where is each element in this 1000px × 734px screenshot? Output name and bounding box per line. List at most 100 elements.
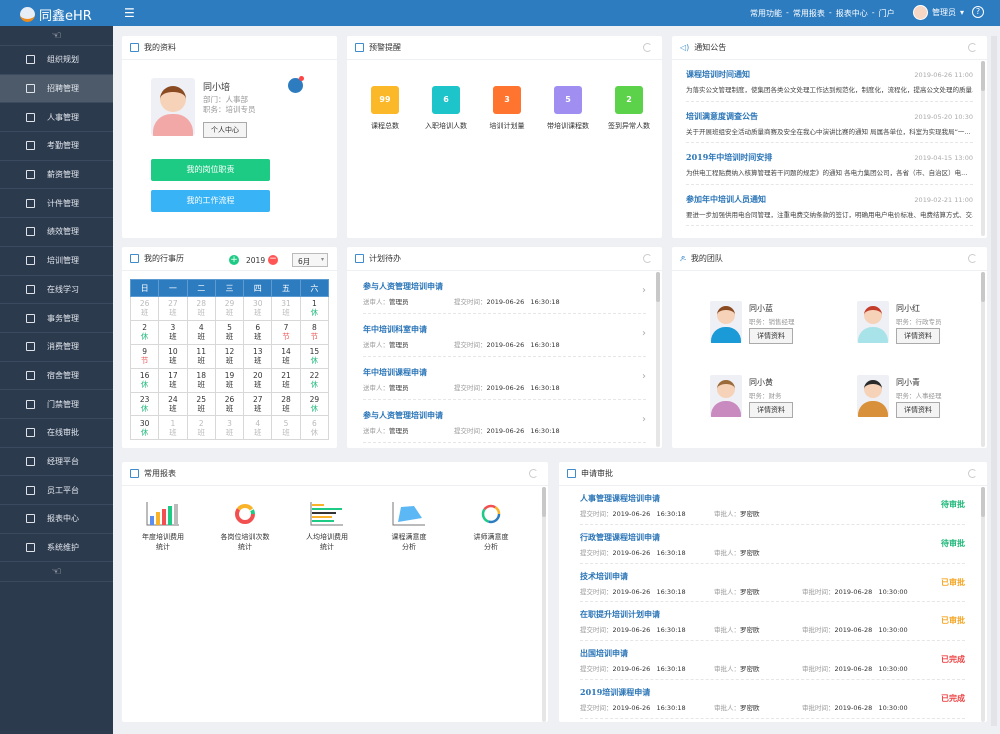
sidebar-item[interactable]: 考勤管理 — [0, 132, 113, 161]
job-duties-button[interactable]: 我的岗位职责 — [151, 159, 270, 181]
approval-item[interactable]: 2019培训课程申请 提交时间：2019-06-26 16:30:18 审批人：罗密… — [580, 680, 965, 719]
approval-title[interactable]: 行政管理课程培训申请 — [580, 531, 660, 542]
scrollbar[interactable] — [542, 487, 546, 722]
todo-item[interactable]: 参与人资管理培训申请 送审人：管理员 提交时间：2019-06-26 16:30:1… — [363, 400, 646, 443]
notice-title[interactable]: 2019年中培训时间安排 — [686, 152, 773, 162]
todo-title[interactable]: 年中培训科室申请 — [363, 324, 427, 334]
calendar-day[interactable]: 27 班 — [243, 391, 273, 417]
refresh-icon[interactable] — [968, 469, 977, 478]
todo-title[interactable]: 年中培训课程申请 — [363, 367, 427, 377]
notice-item[interactable]: 2019年中培训时间安排 2019-04-15 13:00 为供电工程贴费纳入核算管… — [686, 143, 973, 185]
scrollbar[interactable] — [981, 487, 985, 722]
calendar-day[interactable]: 29 班 — [214, 296, 245, 321]
menu-toggle-icon[interactable]: ☰ — [124, 6, 135, 20]
sidebar-item[interactable]: 招聘管理 — [0, 74, 113, 104]
sidebar-item[interactable]: 薪资管理 — [0, 161, 113, 190]
sidebar-item[interactable]: 报表中心 — [0, 505, 113, 534]
month-select[interactable]: 6月 ▾ — [292, 253, 328, 267]
refresh-icon[interactable] — [529, 469, 538, 478]
member-details-button[interactable]: 详情资料 — [749, 328, 793, 344]
approval-item[interactable]: 出国培训申请 提交时间：2019-06-26 16:30:18 审批人：罗密欧 审批时… — [580, 641, 965, 680]
calendar-day[interactable]: 15 休 — [299, 343, 330, 369]
calendar-day[interactable]: 12 班 — [214, 343, 245, 369]
refresh-icon[interactable] — [968, 43, 977, 52]
nav-link[interactable]: 报表中心 — [835, 9, 868, 18]
refresh-icon[interactable] — [643, 43, 652, 52]
approval-title[interactable]: 技术培训申请 — [580, 570, 628, 581]
alert-item[interactable]: 3 培训计划量 — [479, 86, 535, 131]
notice-title[interactable]: 课程培训时间通知 — [686, 69, 750, 79]
sidebar-item[interactable]: 培训管理 — [0, 247, 113, 276]
member-details-button[interactable]: 详情资料 — [896, 402, 940, 418]
calendar-day[interactable]: 28 班 — [186, 296, 216, 321]
calendar-day[interactable]: 19 班 — [214, 367, 245, 393]
report-item[interactable]: 人均培训费用 统计 — [286, 502, 368, 552]
collapse-hand-icon[interactable]: ☜ — [0, 26, 113, 46]
todo-item[interactable]: 年中培训课程申请 送审人：管理员 提交时间：2019-06-26 16:30:18 › — [363, 357, 646, 400]
approval-title[interactable]: 2019培训课程申请 — [580, 686, 651, 697]
nav-link[interactable]: 常用报表 — [792, 9, 825, 18]
scrollbar[interactable] — [981, 272, 985, 447]
scrollbar[interactable] — [981, 61, 985, 236]
report-item[interactable]: 课程满意度 分析 — [368, 502, 450, 552]
calendar-day[interactable]: 13 班 — [243, 343, 273, 369]
sidebar-item[interactable]: 在线审批 — [0, 419, 113, 448]
member-details-button[interactable]: 详情资料 — [749, 402, 793, 418]
next-year-button[interactable]: + — [229, 255, 239, 265]
collapse-hand-icon[interactable]: ☜ — [0, 562, 113, 583]
calendar-day[interactable]: 11 班 — [186, 343, 216, 369]
calendar-day[interactable]: 29 休 — [299, 391, 330, 417]
help-icon[interactable]: ? — [972, 6, 984, 18]
calendar-day[interactable]: 22 休 — [299, 367, 330, 393]
calendar-day[interactable]: 23 休 — [129, 391, 160, 417]
nav-link[interactable]: 常用功能 — [750, 9, 782, 18]
chevron-right-icon[interactable]: › — [642, 414, 646, 425]
notice-title[interactable]: 参加年中培训人员通知 — [686, 193, 766, 204]
approval-item[interactable]: 在职提升培训计划申请 提交时间：2019-06-26 16:30:18 审批人：罗密… — [580, 602, 965, 642]
todo-title[interactable]: 参与人资管理培训申请 — [363, 281, 443, 291]
user-menu[interactable]: 管理员 ▾ — [913, 5, 964, 20]
todo-item[interactable]: 参与人资管理培训申请 送审人：管理员 提交时间：2019-06-26 16:30:1… — [363, 271, 646, 314]
page-scrollbar[interactable] — [991, 36, 997, 726]
alert-item[interactable]: 2 签到异常人数 — [601, 86, 657, 131]
nav-link[interactable]: 门户 — [878, 9, 895, 18]
approval-title[interactable]: 人事管理课程培训申请 — [580, 493, 660, 503]
sidebar-item[interactable]: 门禁管理 — [0, 390, 113, 419]
sidebar-item[interactable]: 事务管理 — [0, 304, 113, 333]
notice-item[interactable]: 参加年中培训人员通知 2019-02-21 11:00 要进一步加强供用电合同管理，… — [686, 185, 973, 226]
sidebar-item[interactable]: 在线学习 — [0, 276, 113, 305]
notice-title[interactable]: 培训满意度调查公告 — [686, 110, 758, 121]
workflow-button[interactable]: 我的工作流程 — [151, 190, 270, 212]
todo-item[interactable]: 年中培训科室申请 送审人：管理员 提交时间：2019-06-26 16:30:18 › — [363, 314, 646, 357]
sidebar-item[interactable]: 组织规划 — [0, 46, 113, 75]
calendar-day[interactable]: 20 班 — [243, 367, 273, 393]
sidebar-item[interactable]: 宿舍管理 — [0, 362, 113, 391]
sidebar-item[interactable]: 经理平台 — [0, 448, 113, 477]
personal-center-button[interactable]: 个人中心 — [203, 122, 247, 138]
chevron-right-icon[interactable]: › — [642, 285, 646, 296]
calendar-day[interactable]: 14 班 — [271, 343, 301, 369]
calendar-day[interactable]: 10 班 — [158, 343, 188, 369]
alert-item[interactable]: 5 带培训课程数 — [540, 86, 596, 131]
approval-title[interactable]: 出国培训申请 — [580, 648, 628, 659]
message-icon[interactable] — [288, 76, 304, 93]
scrollbar[interactable] — [656, 272, 660, 447]
prev-year-button[interactable]: − — [268, 254, 278, 265]
logo[interactable]: 同鑫eHR — [20, 5, 92, 24]
calendar-day[interactable]: 24 班 — [158, 391, 188, 417]
sidebar-item[interactable]: 系统维护 — [0, 534, 113, 563]
